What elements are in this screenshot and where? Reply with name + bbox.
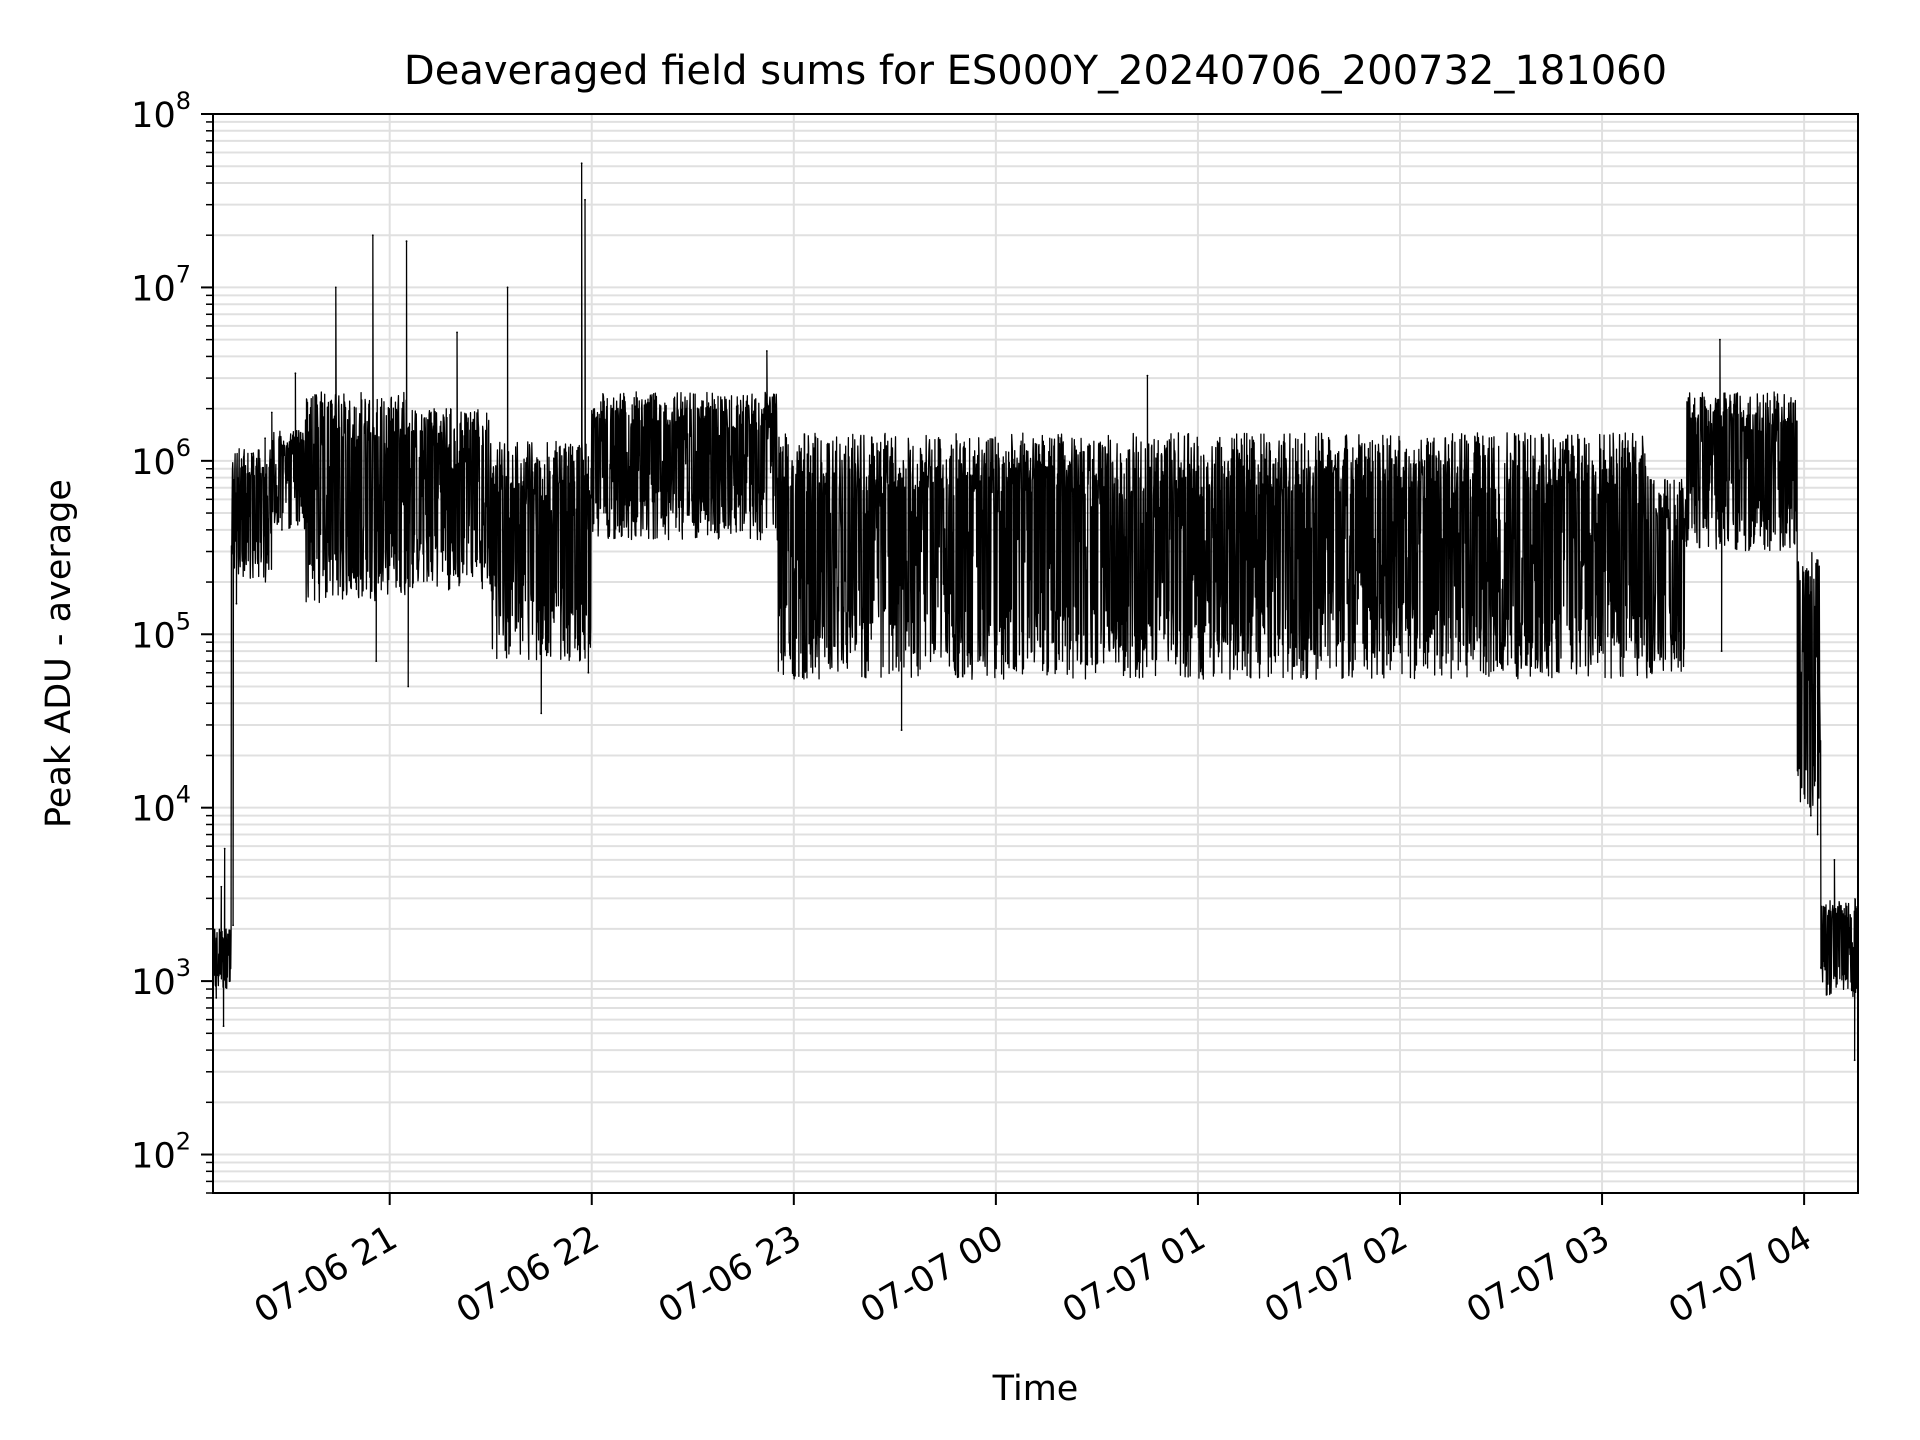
data-point <box>250 452 253 455</box>
chart-title: Deaveraged field sums for ES000Y_2024070… <box>404 48 1667 94</box>
y-tick-label: 102 <box>131 1128 191 1177</box>
data-point <box>232 924 234 927</box>
data-point <box>371 234 374 237</box>
data-point <box>584 198 586 201</box>
data-point <box>1146 374 1149 377</box>
grid-lines <box>213 113 1858 1194</box>
data-point <box>228 944 231 947</box>
y-tick-label: 106 <box>131 434 191 483</box>
data-point <box>1720 650 1723 652</box>
data-point <box>334 286 337 289</box>
data-point <box>407 685 410 688</box>
y-tick-label: 107 <box>131 260 191 309</box>
y-tick-label: 105 <box>131 607 191 656</box>
data-point <box>1820 966 1822 969</box>
data-point <box>264 437 266 440</box>
series-group <box>212 162 1859 1062</box>
data-point <box>1853 1059 1856 1062</box>
data-point <box>1816 833 1819 836</box>
data-point <box>900 729 903 732</box>
data-point <box>1813 693 1816 696</box>
plot-frame <box>212 113 1859 1194</box>
data-point <box>223 847 226 850</box>
data-point <box>242 486 245 489</box>
data-point <box>587 671 590 674</box>
y-axis-label: Peak ADU - average <box>39 479 79 828</box>
y-tick-label: 103 <box>131 954 191 1003</box>
data-point <box>215 997 218 999</box>
data-point <box>506 286 509 289</box>
data-point <box>456 331 458 334</box>
series-line-0 <box>212 162 1859 1061</box>
data-point <box>281 528 283 531</box>
x-axis-label: Time <box>992 1369 1079 1409</box>
data-point <box>1833 858 1836 861</box>
data-point <box>220 885 223 888</box>
data-point <box>1719 338 1721 341</box>
data-point <box>294 372 297 375</box>
data-point <box>580 162 583 165</box>
y-tick-label: 104 <box>131 781 191 830</box>
data-point <box>405 240 408 242</box>
data-point <box>222 1025 225 1028</box>
data-point <box>375 660 378 663</box>
data-point <box>765 350 768 352</box>
data-point <box>1809 814 1812 817</box>
y-tick-label: 108 <box>131 87 191 136</box>
data-point <box>235 602 238 605</box>
data-point <box>270 411 273 414</box>
data-point <box>540 712 543 715</box>
